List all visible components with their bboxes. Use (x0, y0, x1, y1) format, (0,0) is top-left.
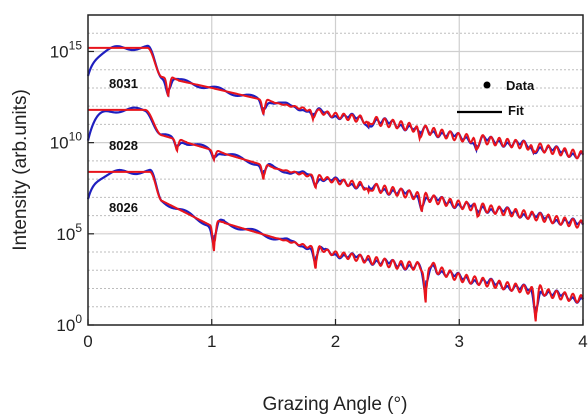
y-axis-title: Intensity (arb.units) (10, 89, 31, 251)
y-tick-label: 1015 (50, 38, 83, 61)
sample-8031 (86, 44, 584, 160)
sample-label-8028: 8028 (109, 138, 138, 153)
legend-data-marker (483, 81, 491, 89)
x-tick-label: 0 (83, 332, 92, 351)
legend: Data Fit (457, 78, 535, 118)
fit-curve-8031 (88, 46, 584, 160)
x-tick-label: 4 (578, 332, 587, 351)
label-layer: 0 1 2 3 4 100 105 1010 1015 8031 8028 8026 (50, 38, 588, 351)
sample-8026 (86, 168, 584, 322)
grid-layer (88, 15, 583, 325)
y-tick-label: 105 (56, 221, 82, 244)
x-axis-title: Grazing Angle (°) (263, 394, 408, 414)
x-tick-label: 2 (331, 332, 340, 351)
sample-label-8026: 8026 (109, 200, 138, 215)
fit-curve-8028 (88, 108, 584, 229)
fit-curve-8026 (88, 170, 584, 322)
y-tick-label: 100 (56, 312, 82, 335)
x-tick-label: 3 (455, 332, 464, 351)
sample-label-8031: 8031 (109, 76, 138, 91)
legend-data-label: Data (506, 78, 535, 93)
sample-8028 (86, 106, 584, 229)
tick-layer (87, 50, 584, 326)
y-tick-label: 1010 (50, 130, 83, 153)
legend-fit-label: Fit (508, 103, 525, 118)
series-layer (86, 44, 584, 322)
x-tick-label: 1 (207, 332, 216, 351)
